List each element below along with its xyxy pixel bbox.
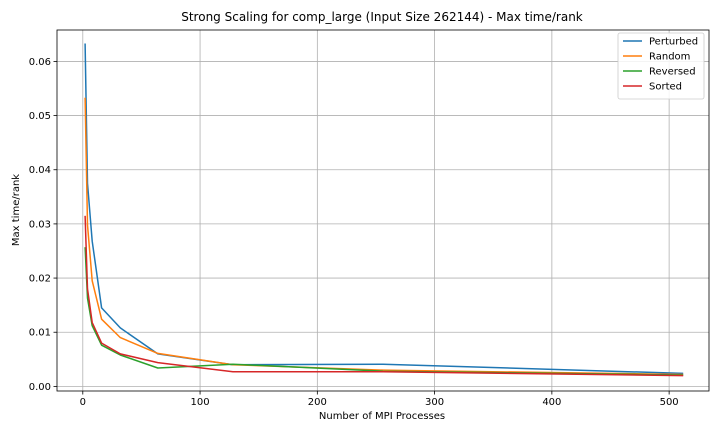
series-line-random xyxy=(84,97,684,376)
legend-label-sorted: Sorted xyxy=(649,82,682,93)
x-tick-label: 200 xyxy=(308,397,327,408)
y-tick-label: 0.04 xyxy=(29,165,51,176)
x-axis-label: Number of MPI Processes xyxy=(319,411,445,422)
legend-label-perturbed: Perturbed xyxy=(649,37,698,48)
series-line-perturbed xyxy=(84,43,684,375)
y-tick-label: 0.00 xyxy=(29,382,51,393)
series-layer xyxy=(84,43,684,377)
x-tick-label: 400 xyxy=(542,397,561,408)
legend-box xyxy=(617,32,705,100)
x-tick-label: 100 xyxy=(191,397,210,408)
legend: Perturbed Random Reversed Sorted xyxy=(617,32,705,100)
x-tick-label: 500 xyxy=(660,397,679,408)
plot-frame xyxy=(56,29,710,392)
series-line-sorted xyxy=(84,215,684,377)
legend-label-reversed: Reversed xyxy=(649,67,696,78)
x-tick-label: 0 xyxy=(80,397,86,408)
y-tick-label: 0.06 xyxy=(29,57,51,68)
legend-label-random: Random xyxy=(649,52,690,63)
grid-layer xyxy=(57,30,709,391)
y-tick-label: 0.05 xyxy=(29,111,51,122)
y-tick-label: 0.02 xyxy=(29,274,51,285)
y-tick-label: 0.01 xyxy=(29,328,51,339)
chart-title: Strong Scaling for comp_large (Input Siz… xyxy=(181,10,583,24)
tick-layer: 0 100 200 300 400 500 0.00 0.01 0.02 0.03 0.04 0.05… xyxy=(29,57,679,408)
y-tick-label: 0.03 xyxy=(29,219,51,230)
series-line-reversed xyxy=(84,247,684,376)
x-tick-label: 300 xyxy=(425,397,444,408)
y-axis-label: Max time/rank xyxy=(11,174,22,246)
